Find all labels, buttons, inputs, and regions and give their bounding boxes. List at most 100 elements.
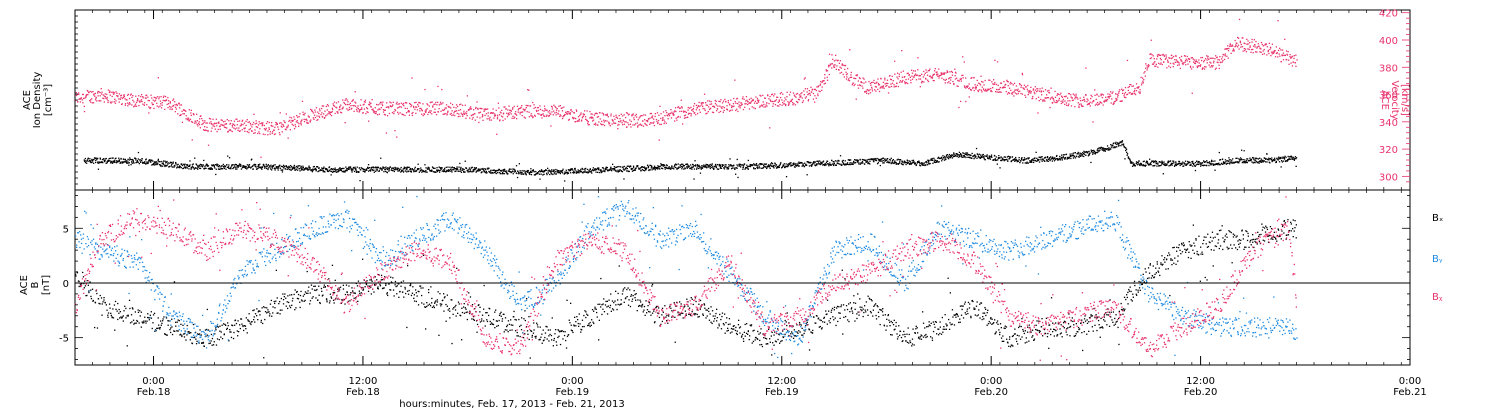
- data-dot: [239, 164, 241, 166]
- data-dot: [445, 107, 447, 109]
- data-dot: [600, 171, 602, 174]
- data-dot: [683, 165, 685, 167]
- data-dot: [510, 113, 512, 115]
- data-dot: [943, 78, 945, 81]
- data-dot: [934, 159, 936, 161]
- data-dot: [81, 99, 83, 101]
- data-dot: [1018, 157, 1020, 159]
- data-dot: [874, 159, 876, 161]
- data-dot: [439, 167, 441, 169]
- data-dot: [554, 173, 556, 175]
- data-dot: [1279, 47, 1281, 49]
- data-dot: [349, 166, 352, 168]
- data-dot: [1138, 86, 1140, 88]
- data-dot: [773, 165, 775, 167]
- data-dot: [953, 154, 955, 156]
- data-dot: [278, 165, 280, 167]
- data-dot: [125, 99, 127, 101]
- data-dot: [546, 109, 548, 111]
- data-dot: [864, 159, 866, 161]
- data-dot: [612, 163, 614, 165]
- data-dot: [780, 91, 782, 94]
- data-dot: [778, 105, 780, 107]
- data-dot: [224, 166, 227, 168]
- data-dot: [843, 76, 845, 78]
- data-dot: [150, 160, 152, 163]
- data-dot: [731, 105, 733, 107]
- data-dot: [584, 110, 586, 112]
- data-dot: [1099, 101, 1102, 103]
- data-dot: [598, 167, 600, 169]
- data-dot: [519, 172, 521, 174]
- data-dot: [1007, 85, 1009, 87]
- data-dot: [478, 168, 480, 170]
- data-dot: [1159, 57, 1162, 60]
- data-dot: [113, 161, 115, 163]
- data-dot: [844, 64, 847, 67]
- data-dot: [510, 109, 512, 111]
- data-dot: [721, 107, 723, 109]
- data-dot: [1141, 82, 1143, 84]
- data-dot: [137, 158, 139, 160]
- data-dot: [948, 78, 950, 80]
- data-dot: [159, 165, 162, 167]
- data-dot: [1295, 54, 1297, 56]
- data-dot: [406, 171, 408, 173]
- data-dot: [207, 144, 210, 146]
- data-dot: [114, 159, 116, 161]
- data-dot: [449, 113, 451, 115]
- data-dot: [797, 164, 799, 166]
- data-dot: [178, 167, 180, 169]
- data-dot: [106, 96, 108, 99]
- data-dot: [405, 168, 407, 170]
- data-dot: [1232, 50, 1234, 52]
- data-dot: [337, 168, 340, 170]
- data-dot: [487, 115, 489, 117]
- data-dot: [397, 113, 400, 115]
- data-dot: [1251, 38, 1253, 41]
- data-dot: [635, 167, 637, 169]
- data-dot: [330, 115, 333, 117]
- data-dot: [1029, 89, 1031, 92]
- data-dot: [613, 166, 615, 168]
- data-dot: [89, 90, 91, 93]
- data-dot: [406, 169, 408, 171]
- data-dot: [1227, 57, 1229, 59]
- data-dot: [882, 162, 884, 164]
- data-dot: [1024, 158, 1026, 161]
- data-dot: [347, 101, 349, 103]
- data-dot: [1168, 65, 1170, 67]
- data-dot: [850, 159, 852, 161]
- data-dot: [555, 114, 557, 116]
- data-dot: [103, 101, 105, 103]
- data-dot: [612, 120, 614, 122]
- data-dot: [928, 75, 931, 77]
- data-dot: [1284, 38, 1286, 40]
- data-dot: [647, 165, 650, 168]
- data-dot: [133, 162, 135, 164]
- data-dot: [483, 108, 485, 110]
- data-dot: [942, 72, 944, 74]
- data-dot: [459, 162, 461, 165]
- data-dot: [438, 170, 440, 172]
- data-dot: [97, 92, 99, 94]
- data-dot: [787, 104, 790, 106]
- data-dot: [249, 122, 252, 125]
- data-dot: [703, 108, 706, 110]
- data-dot: [455, 168, 457, 171]
- data-dot: [632, 169, 635, 172]
- data-dot: [522, 108, 524, 110]
- data-dot: [731, 109, 733, 111]
- data-dot: [671, 165, 673, 167]
- data-dot: [965, 100, 967, 103]
- data-dot: [886, 79, 889, 81]
- data-dot: [842, 161, 844, 163]
- data-dot: [909, 160, 911, 163]
- data-dot: [636, 122, 639, 124]
- data-dot: [408, 111, 410, 113]
- data-dot: [833, 66, 836, 68]
- data-dot: [310, 119, 312, 121]
- data-dot: [314, 109, 316, 111]
- data-dot: [1147, 64, 1150, 66]
- data-dot: [421, 113, 423, 115]
